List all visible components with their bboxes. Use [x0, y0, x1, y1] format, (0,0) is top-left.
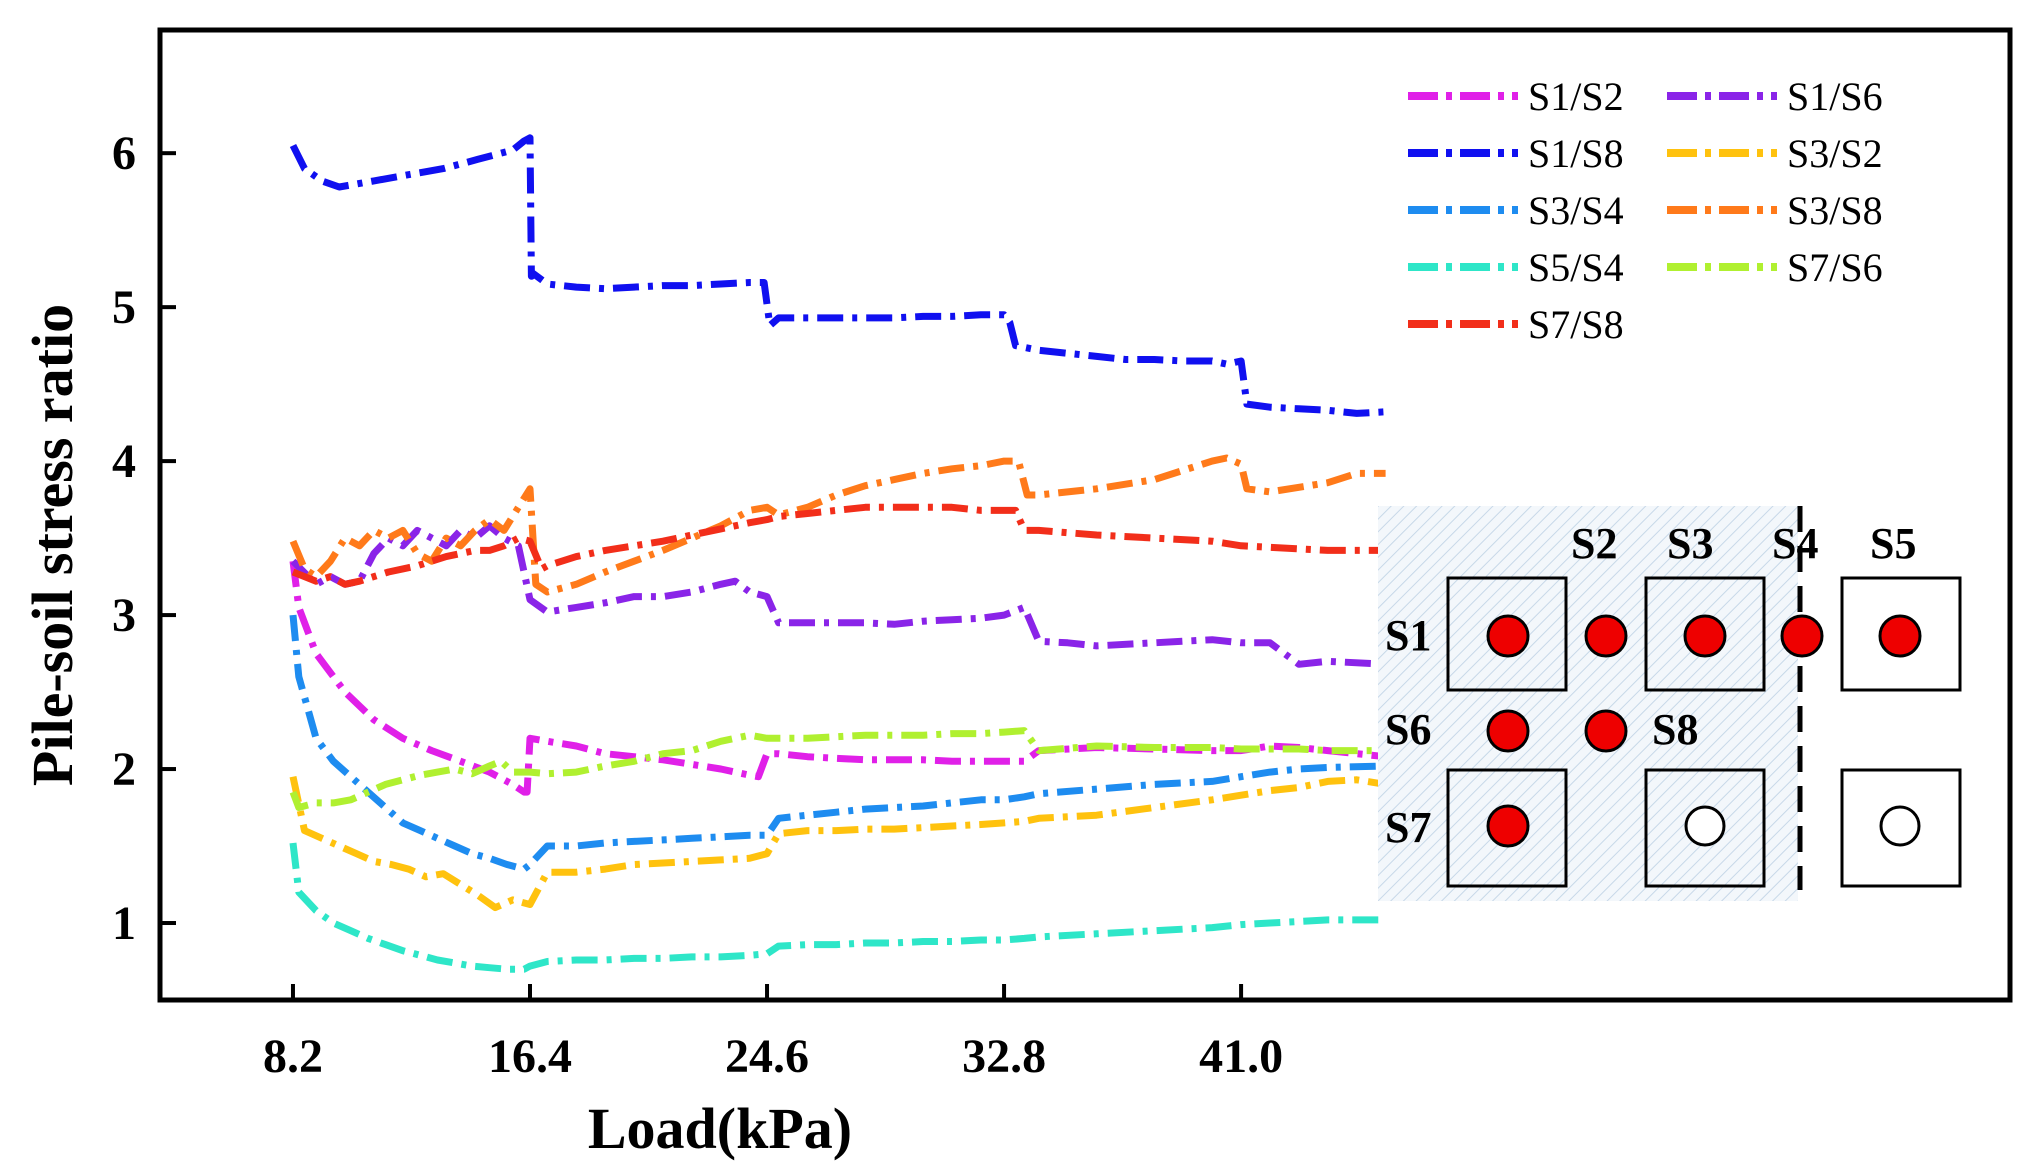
legend-label-s1-s6: S1/S6	[1787, 74, 1883, 119]
legend-label-s7-s6: S7/S6	[1787, 245, 1883, 290]
x-axis-title: Load(kPa)	[588, 1096, 852, 1161]
pile-cap-s3	[1644, 576, 1766, 692]
legend-label-s5-s4: S5/S4	[1528, 245, 1624, 290]
sensor-marker-s1	[1486, 614, 1530, 658]
diagram-label-s5: S5	[1870, 519, 1916, 568]
series-line-s1-s6	[290, 522, 1386, 668]
y-tick-label: 6	[112, 127, 136, 180]
pile-cap-s9	[1840, 768, 1962, 888]
pile-cap-s5	[1840, 576, 1962, 692]
y-axis-title: Pile-soil stress ratio	[20, 304, 85, 786]
pile-cap-s7	[1446, 768, 1568, 888]
sensor-marker-s6b	[1584, 709, 1628, 753]
series-line-s3-s2	[289, 775, 1387, 912]
y-tick-label: 3	[112, 589, 136, 642]
legend: S1/S2 S1/S6 S1/S8 S3/S2 S3/S4 S3/S8 S5/S4 S7/S6…	[1408, 74, 1883, 347]
legend-label-s1-s8: S1/S8	[1528, 131, 1624, 176]
series-line-s1-s8	[289, 134, 1386, 417]
sensor-marker-s4	[1780, 614, 1824, 658]
x-tick-label: 41.0	[1199, 1030, 1283, 1083]
sensor-marker-s7	[1486, 804, 1530, 848]
diagram-label-s7: S7	[1385, 803, 1431, 852]
pile-layout-diagram: S1 S2 S3 S4 S5 S6 S8 S7	[1378, 506, 1962, 901]
series-line-s3-s4	[289, 614, 1386, 873]
series-line-s7-s8	[291, 503, 1386, 588]
y-tick-label: 4	[112, 435, 136, 488]
y-tick-label: 1	[112, 897, 136, 950]
legend-label-s3-s2: S3/S2	[1787, 131, 1883, 176]
empty-marker-s9-cap	[1879, 805, 1921, 847]
pile-cap-s1	[1446, 576, 1568, 692]
x-tick-label: 16.4	[488, 1030, 572, 1083]
diagram-label-s4: S4	[1772, 519, 1818, 568]
x-tick-label: 32.8	[962, 1030, 1046, 1083]
y-tick-label: 2	[112, 743, 136, 796]
series-layer	[289, 134, 1387, 973]
legend-label-s3-s8: S3/S8	[1787, 188, 1883, 233]
x-tick-label: 24.6	[725, 1030, 809, 1083]
diagram-label-s6: S6	[1385, 705, 1431, 754]
series-line-s3-s8	[289, 454, 1386, 596]
legend-label-s1-s2: S1/S2	[1528, 74, 1624, 119]
empty-marker-s8-cap	[1684, 805, 1726, 847]
diagram-label-s2: S2	[1571, 519, 1617, 568]
diagram-label-s1: S1	[1385, 611, 1431, 660]
diagram-label-s8: S8	[1652, 705, 1698, 754]
pile-cap-s8	[1644, 768, 1766, 888]
axis-ticks: 8.2 16.4 24.6 32.8 41.0 1 2 3 4 5 6	[112, 127, 1283, 1083]
sensor-marker-s5	[1878, 614, 1922, 658]
plot-frame	[157, 27, 2013, 1003]
series-line-s7-s6	[289, 727, 1386, 811]
series-line-s1-s2	[289, 560, 1386, 796]
y-tick-label: 5	[112, 281, 136, 334]
diagram-label-s3: S3	[1667, 519, 1713, 568]
series-line-s5-s4	[289, 842, 1386, 973]
x-tick-label: 8.2	[263, 1030, 323, 1083]
sensor-marker-s2	[1584, 614, 1628, 658]
sensor-marker-s3	[1683, 614, 1727, 658]
legend-label-s7-s8: S7/S8	[1528, 302, 1624, 347]
sensor-marker-s6a	[1486, 709, 1530, 753]
legend-label-s3-s4: S3/S4	[1528, 188, 1624, 233]
